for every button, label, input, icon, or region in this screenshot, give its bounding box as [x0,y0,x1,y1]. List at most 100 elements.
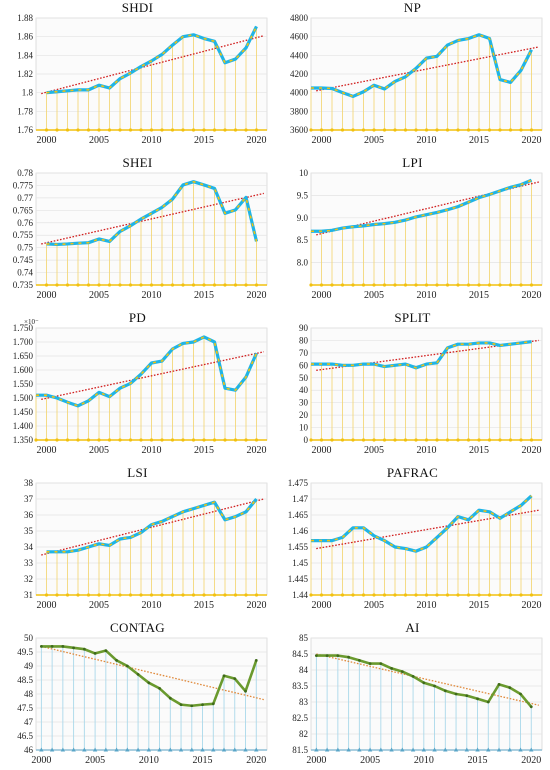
data-point [40,645,43,648]
y-tick-label: 31 [24,590,33,600]
y-tick-label: 0.765 [13,205,34,215]
baseline-marker [446,283,449,286]
y-tick-label: 1.78 [17,106,33,116]
y-tick-label: 38 [24,478,34,488]
y-tick-label: 48 [24,689,34,699]
y-tick-label: 1.45 [292,558,308,568]
baseline-marker [213,283,216,286]
baseline-marker [234,283,237,286]
y-tick-label: 4200 [290,69,309,79]
y-tick-label: 36 [24,510,34,520]
x-tick-label: 2005 [364,445,384,456]
x-tick-label: 2020 [247,290,267,301]
y-tick-label: 35 [24,526,34,536]
baseline-marker [213,593,216,596]
baseline-marker [234,128,237,131]
data-point [126,665,129,668]
x-tick-label: 2015 [469,135,489,146]
data-point [369,662,372,665]
x-tick-label: 2010 [139,755,159,766]
data-point [315,654,318,657]
y-tick-label: 1.650 [13,351,34,361]
baseline-marker [372,438,375,441]
baseline-marker [383,593,386,596]
baseline-marker [320,128,323,131]
baseline-marker [97,283,100,286]
baseline-marker [488,438,491,441]
data-point [433,685,436,688]
y-tick-label: 49.5 [17,647,33,657]
y-tick-label: 8.5 [297,235,309,245]
data-point [190,704,193,707]
baseline-marker [234,593,237,596]
x-tick-label: 2020 [521,755,541,766]
y-tick-label: 46.5 [17,731,33,741]
data-point [180,703,183,706]
baseline-marker [362,438,365,441]
x-tick-label: 2000 [312,600,332,611]
y-tick-label: 1.8 [22,88,34,98]
y-tick-label: 85 [299,633,309,643]
baseline-marker [404,593,407,596]
baseline-marker [255,593,258,596]
x-tick-label: 2005 [89,600,109,611]
baseline-marker [66,128,69,131]
y-tick-label: 46 [24,745,34,755]
baseline-marker [519,593,522,596]
baseline-marker [330,438,333,441]
baseline-marker [530,438,533,441]
chart-svg-pafrac: 1.441.4451.451.4551.461.4651.471.4752000… [275,465,550,615]
baseline-marker [45,128,48,131]
x-tick-label: 2010 [417,600,437,611]
baseline-marker [108,438,111,441]
baseline-marker [509,128,512,131]
baseline-marker [255,128,258,131]
baseline-marker [393,128,396,131]
baseline-marker [320,283,323,286]
baseline-marker [108,593,111,596]
y-tick-label: 1.46 [292,526,308,536]
baseline-marker [456,438,459,441]
baseline-marker [171,593,174,596]
baseline-marker [34,438,37,441]
baseline-marker [393,438,396,441]
y-tick-label: 40 [299,385,309,395]
x-tick-label: 2015 [194,600,214,611]
baseline-marker [76,128,79,131]
baseline-marker [139,593,142,596]
y-tick-label: 1.450 [13,407,34,417]
baseline-marker [383,283,386,286]
y-tick-label: 1.445 [288,574,309,584]
y-tick-label: 37 [24,494,34,504]
baseline-marker [488,593,491,596]
y-tick-label: 1.550 [13,379,34,389]
baseline-marker [477,283,480,286]
baseline-marker [118,438,121,441]
y-tick-label: 1.500 [13,393,34,403]
baseline-marker [97,593,100,596]
data-point [115,659,118,662]
baseline-marker [129,283,132,286]
baseline-marker [530,593,533,596]
x-tick-label: 2015 [194,445,214,456]
data-point [169,697,172,700]
baseline-marker [160,283,163,286]
baseline-marker [139,128,142,131]
y-tick-label: 84.5 [292,649,308,659]
baseline-marker [150,283,153,286]
baseline-marker [213,128,216,131]
baseline-marker [456,128,459,131]
baseline-marker [192,283,195,286]
y-tick-label: 0.75 [17,243,33,253]
y-tick-label: 9.0 [297,213,309,223]
baseline-marker [118,593,121,596]
baseline-marker [76,283,79,286]
